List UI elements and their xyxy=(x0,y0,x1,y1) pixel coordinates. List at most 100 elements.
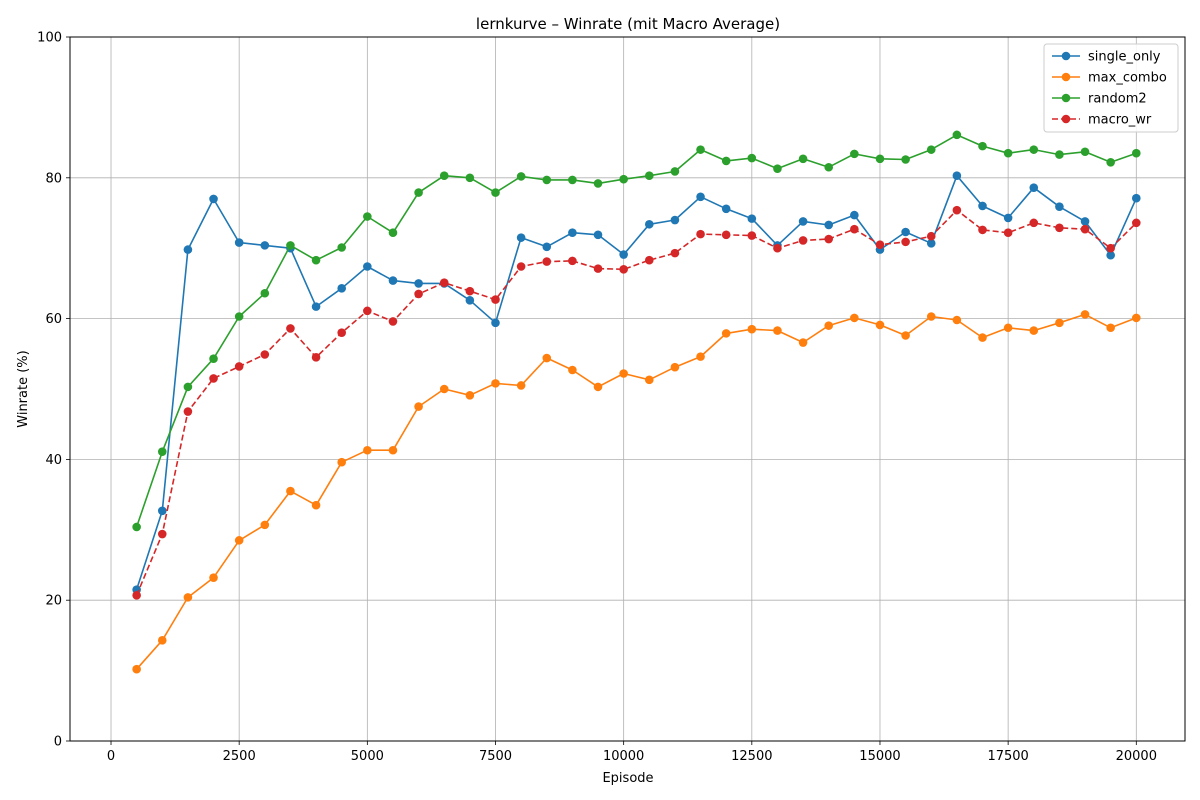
data-point xyxy=(619,265,628,274)
data-point xyxy=(670,362,680,372)
data-point xyxy=(721,156,731,166)
data-point xyxy=(644,375,654,385)
data-point xyxy=(901,155,910,164)
series-single-only xyxy=(132,171,1141,594)
data-point xyxy=(363,445,372,455)
data-point xyxy=(670,167,680,176)
data-point xyxy=(952,130,962,140)
data-point xyxy=(311,500,321,510)
data-point xyxy=(619,250,628,259)
data-point xyxy=(1106,243,1115,253)
data-point xyxy=(491,188,500,197)
data-point xyxy=(286,324,295,333)
data-point xyxy=(978,225,987,235)
data-point xyxy=(875,320,885,330)
legend-label: single_only xyxy=(1088,50,1161,65)
data-point xyxy=(388,276,398,285)
data-point xyxy=(363,262,372,271)
data-point xyxy=(388,317,398,326)
y-tick-label: 80 xyxy=(45,171,62,186)
data-point xyxy=(516,172,526,181)
data-point xyxy=(516,381,526,390)
legend-marker xyxy=(1061,51,1071,61)
data-point xyxy=(721,329,731,338)
x-tick-label: 20000 xyxy=(1116,749,1157,764)
data-point xyxy=(593,264,603,273)
data-point xyxy=(696,352,705,361)
data-point xyxy=(1003,213,1013,223)
legend-item: macro_wr xyxy=(1052,113,1152,128)
data-point xyxy=(414,188,423,197)
data-point xyxy=(1029,326,1039,335)
data-point xyxy=(773,243,782,253)
data-point xyxy=(1003,148,1013,158)
data-point xyxy=(1003,323,1013,333)
data-point xyxy=(798,217,808,226)
data-point xyxy=(696,229,705,239)
data-point xyxy=(1080,147,1090,157)
legend-label: max_combo xyxy=(1088,71,1167,86)
x-axis-label: Episode xyxy=(602,771,653,786)
data-point xyxy=(747,324,757,334)
x-tick-label: 12500 xyxy=(731,749,772,764)
data-point xyxy=(926,238,936,248)
x-tick-label: 2500 xyxy=(223,749,256,764)
y-tick-label: 20 xyxy=(45,594,62,609)
data-point xyxy=(644,255,654,265)
x-tick-label: 5000 xyxy=(351,749,384,764)
legend-box xyxy=(1043,43,1179,133)
data-point xyxy=(260,350,270,359)
data-point xyxy=(491,295,500,304)
data-point xyxy=(644,171,654,180)
data-point xyxy=(337,457,347,467)
legend-label: random2 xyxy=(1088,92,1147,107)
data-point xyxy=(465,286,475,296)
data-point xyxy=(824,162,834,172)
data-point xyxy=(1003,228,1013,238)
data-point xyxy=(1080,224,1090,234)
data-point xyxy=(824,234,834,244)
y-tick-label: 100 xyxy=(37,31,62,46)
series-line xyxy=(135,134,1137,528)
data-point xyxy=(1106,250,1115,260)
data-point xyxy=(491,379,500,388)
data-point xyxy=(132,590,141,600)
data-point xyxy=(1029,218,1039,228)
data-point xyxy=(439,278,449,287)
data-point xyxy=(798,154,808,164)
series-random2 xyxy=(132,130,1141,532)
data-point xyxy=(363,212,372,221)
data-point xyxy=(234,536,244,545)
data-point xyxy=(542,257,552,266)
data-point xyxy=(875,240,885,249)
legend-item: single_only xyxy=(1052,50,1161,65)
data-point xyxy=(286,486,295,496)
series-macro-wr xyxy=(132,205,1141,600)
data-point xyxy=(850,224,859,234)
data-point xyxy=(439,171,449,180)
data-point xyxy=(1029,145,1039,154)
data-point xyxy=(414,279,423,288)
data-point xyxy=(644,219,654,229)
data-point xyxy=(234,238,244,247)
y-axis-label: Winrate (%) xyxy=(16,350,31,427)
data-point xyxy=(901,331,910,340)
data-point xyxy=(1080,217,1090,226)
data-point xyxy=(670,248,680,258)
data-point xyxy=(286,241,295,250)
plot-area xyxy=(132,130,1141,674)
data-point xyxy=(1106,158,1115,167)
x-axis-ticks: 0 2500 5000 7500 10000 12500 15000 17500 20000 xyxy=(107,741,1157,764)
data-point xyxy=(542,175,552,185)
data-point xyxy=(516,262,526,271)
data-point xyxy=(209,374,218,383)
data-point xyxy=(824,321,834,330)
data-point xyxy=(337,284,347,293)
data-point xyxy=(311,302,321,311)
data-point xyxy=(414,289,423,299)
data-point xyxy=(516,233,526,242)
data-point xyxy=(260,288,270,298)
data-point xyxy=(824,220,834,230)
data-point xyxy=(439,384,449,394)
